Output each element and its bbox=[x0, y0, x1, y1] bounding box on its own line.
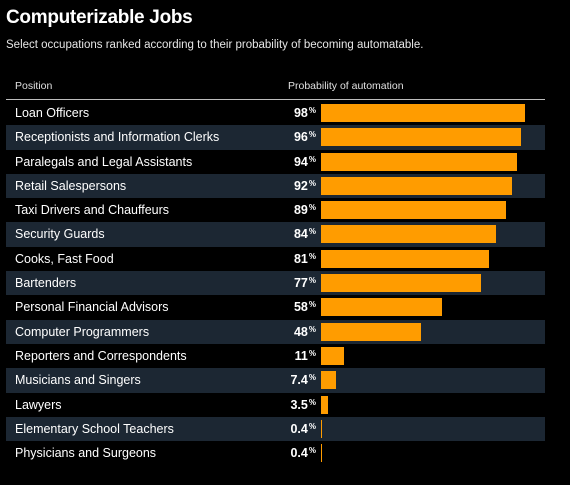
bar bbox=[321, 395, 329, 414]
data-label: 0.4% bbox=[290, 446, 316, 460]
data-label: 11% bbox=[295, 349, 316, 363]
percent-sign: % bbox=[308, 446, 316, 456]
chart-row: Personal Financial Advisors 58% bbox=[6, 295, 545, 319]
bar bbox=[321, 225, 496, 244]
category-label: Physicians and Surgeons bbox=[15, 446, 157, 461]
category-label: Reporters and Correspondents bbox=[15, 348, 187, 363]
data-label: 48% bbox=[294, 325, 316, 339]
column-header-position: Position bbox=[15, 80, 53, 92]
data-label: 96% bbox=[294, 130, 316, 144]
bar bbox=[321, 176, 513, 195]
bar bbox=[321, 201, 507, 220]
category-label: Loan Officers bbox=[15, 106, 90, 120]
bar bbox=[321, 346, 344, 365]
chart-row: Cooks, Fast Food 81% bbox=[6, 247, 545, 271]
bar bbox=[321, 249, 490, 268]
data-label-number: 11 bbox=[294, 348, 308, 363]
category-label: Retail Salespersons bbox=[15, 178, 127, 193]
chart-row: Loan Officers 98% bbox=[6, 101, 545, 125]
chart-row: Taxi Drivers and Chauffeurs 89% bbox=[6, 198, 545, 222]
chart-row: Computer Programmers 48% bbox=[6, 319, 545, 344]
data-label-number: 98 bbox=[293, 106, 308, 120]
category-label: Security Guards bbox=[15, 227, 105, 242]
data-label: 84% bbox=[294, 227, 316, 241]
header-divider bbox=[6, 99, 545, 100]
bar bbox=[321, 274, 482, 293]
percent-sign: % bbox=[308, 324, 316, 334]
data-label-number: 48 bbox=[293, 324, 308, 339]
chart-row: Security Guards 84% bbox=[6, 222, 545, 247]
data-label-number: 92 bbox=[293, 178, 308, 193]
data-label-number: 58 bbox=[293, 300, 308, 315]
data-label: 3.5% bbox=[290, 398, 316, 412]
percent-sign: % bbox=[308, 178, 316, 188]
percent-sign: % bbox=[308, 154, 316, 164]
bar bbox=[321, 322, 421, 341]
column-header-probability: Probability of automation bbox=[288, 80, 404, 92]
data-label-number: 96 bbox=[293, 130, 308, 145]
data-label: 81% bbox=[294, 252, 316, 266]
percent-sign: % bbox=[308, 130, 316, 140]
percent-sign: % bbox=[308, 421, 316, 431]
category-label: Personal Financial Advisors bbox=[15, 300, 169, 315]
category-label: Paralegals and Legal Assistants bbox=[15, 154, 193, 169]
chart-row: Lawyers 3.5% bbox=[6, 393, 545, 417]
data-label-number: 3.5 bbox=[290, 397, 308, 412]
percent-sign: % bbox=[308, 348, 316, 358]
percent-sign: % bbox=[308, 276, 316, 286]
category-label: Bartenders bbox=[15, 276, 77, 291]
chart-row: Retail Salespersons 92% bbox=[6, 173, 545, 199]
category-label: Elementary School Teachers bbox=[15, 421, 174, 436]
data-label: 58% bbox=[294, 300, 316, 314]
data-label-number: 84 bbox=[293, 227, 308, 242]
data-label-number: 89 bbox=[293, 203, 308, 218]
data-label-number: 81 bbox=[293, 251, 308, 266]
percent-sign: % bbox=[308, 300, 316, 310]
chart-row: Elementary School Teachers 0.4% bbox=[6, 416, 545, 442]
chart-row: Physicians and Surgeons 0.4% bbox=[6, 441, 545, 465]
data-label: 92% bbox=[294, 179, 316, 193]
chart-subtitle: Select occupations ranked according to t… bbox=[6, 39, 424, 51]
bar bbox=[321, 104, 525, 122]
percent-sign: % bbox=[308, 373, 316, 383]
chart-row: Bartenders 77% bbox=[6, 271, 545, 296]
category-label: Computer Programmers bbox=[15, 324, 150, 339]
data-label-number: 0.4 bbox=[290, 446, 308, 461]
chart-title: Computerizable Jobs bbox=[6, 7, 193, 28]
bar bbox=[321, 371, 337, 390]
data-label-number: 94 bbox=[293, 154, 308, 169]
percent-sign: % bbox=[308, 227, 316, 237]
chart-row: Paralegals and Legal Assistants 94% bbox=[6, 150, 545, 174]
data-label-number: 7.4 bbox=[290, 373, 308, 388]
percent-sign: % bbox=[308, 397, 316, 407]
data-label-number: 0.4 bbox=[290, 421, 308, 436]
category-label: Taxi Drivers and Chauffeurs bbox=[15, 203, 170, 218]
bar bbox=[321, 298, 442, 317]
category-label: Cooks, Fast Food bbox=[15, 251, 114, 266]
percent-sign: % bbox=[308, 106, 316, 115]
category-label: Receptionists and Information Clerks bbox=[15, 130, 220, 145]
data-label: 89% bbox=[294, 203, 316, 217]
chart-row: Receptionists and Information Clerks 96% bbox=[6, 125, 545, 150]
category-label: Lawyers bbox=[15, 397, 62, 412]
bar bbox=[321, 152, 517, 171]
data-label: 94% bbox=[294, 155, 316, 169]
data-label: 98% bbox=[294, 106, 316, 120]
data-label-number: 77 bbox=[293, 276, 308, 291]
bar-chart: Loan Officers 98% Receptionists and Inform… bbox=[6, 101, 545, 465]
category-label: Musicians and Singers bbox=[15, 373, 141, 388]
bar bbox=[321, 419, 322, 438]
percent-sign: % bbox=[308, 203, 316, 213]
percent-sign: % bbox=[308, 251, 316, 261]
chart-row: Reporters and Correspondents 11% bbox=[6, 344, 545, 368]
bar bbox=[321, 128, 521, 147]
bar bbox=[321, 444, 322, 463]
data-label: 0.4% bbox=[290, 422, 316, 436]
chart-row: Musicians and Singers 7.4% bbox=[6, 368, 545, 393]
data-label: 77% bbox=[294, 276, 316, 290]
data-label: 7.4% bbox=[290, 373, 316, 387]
